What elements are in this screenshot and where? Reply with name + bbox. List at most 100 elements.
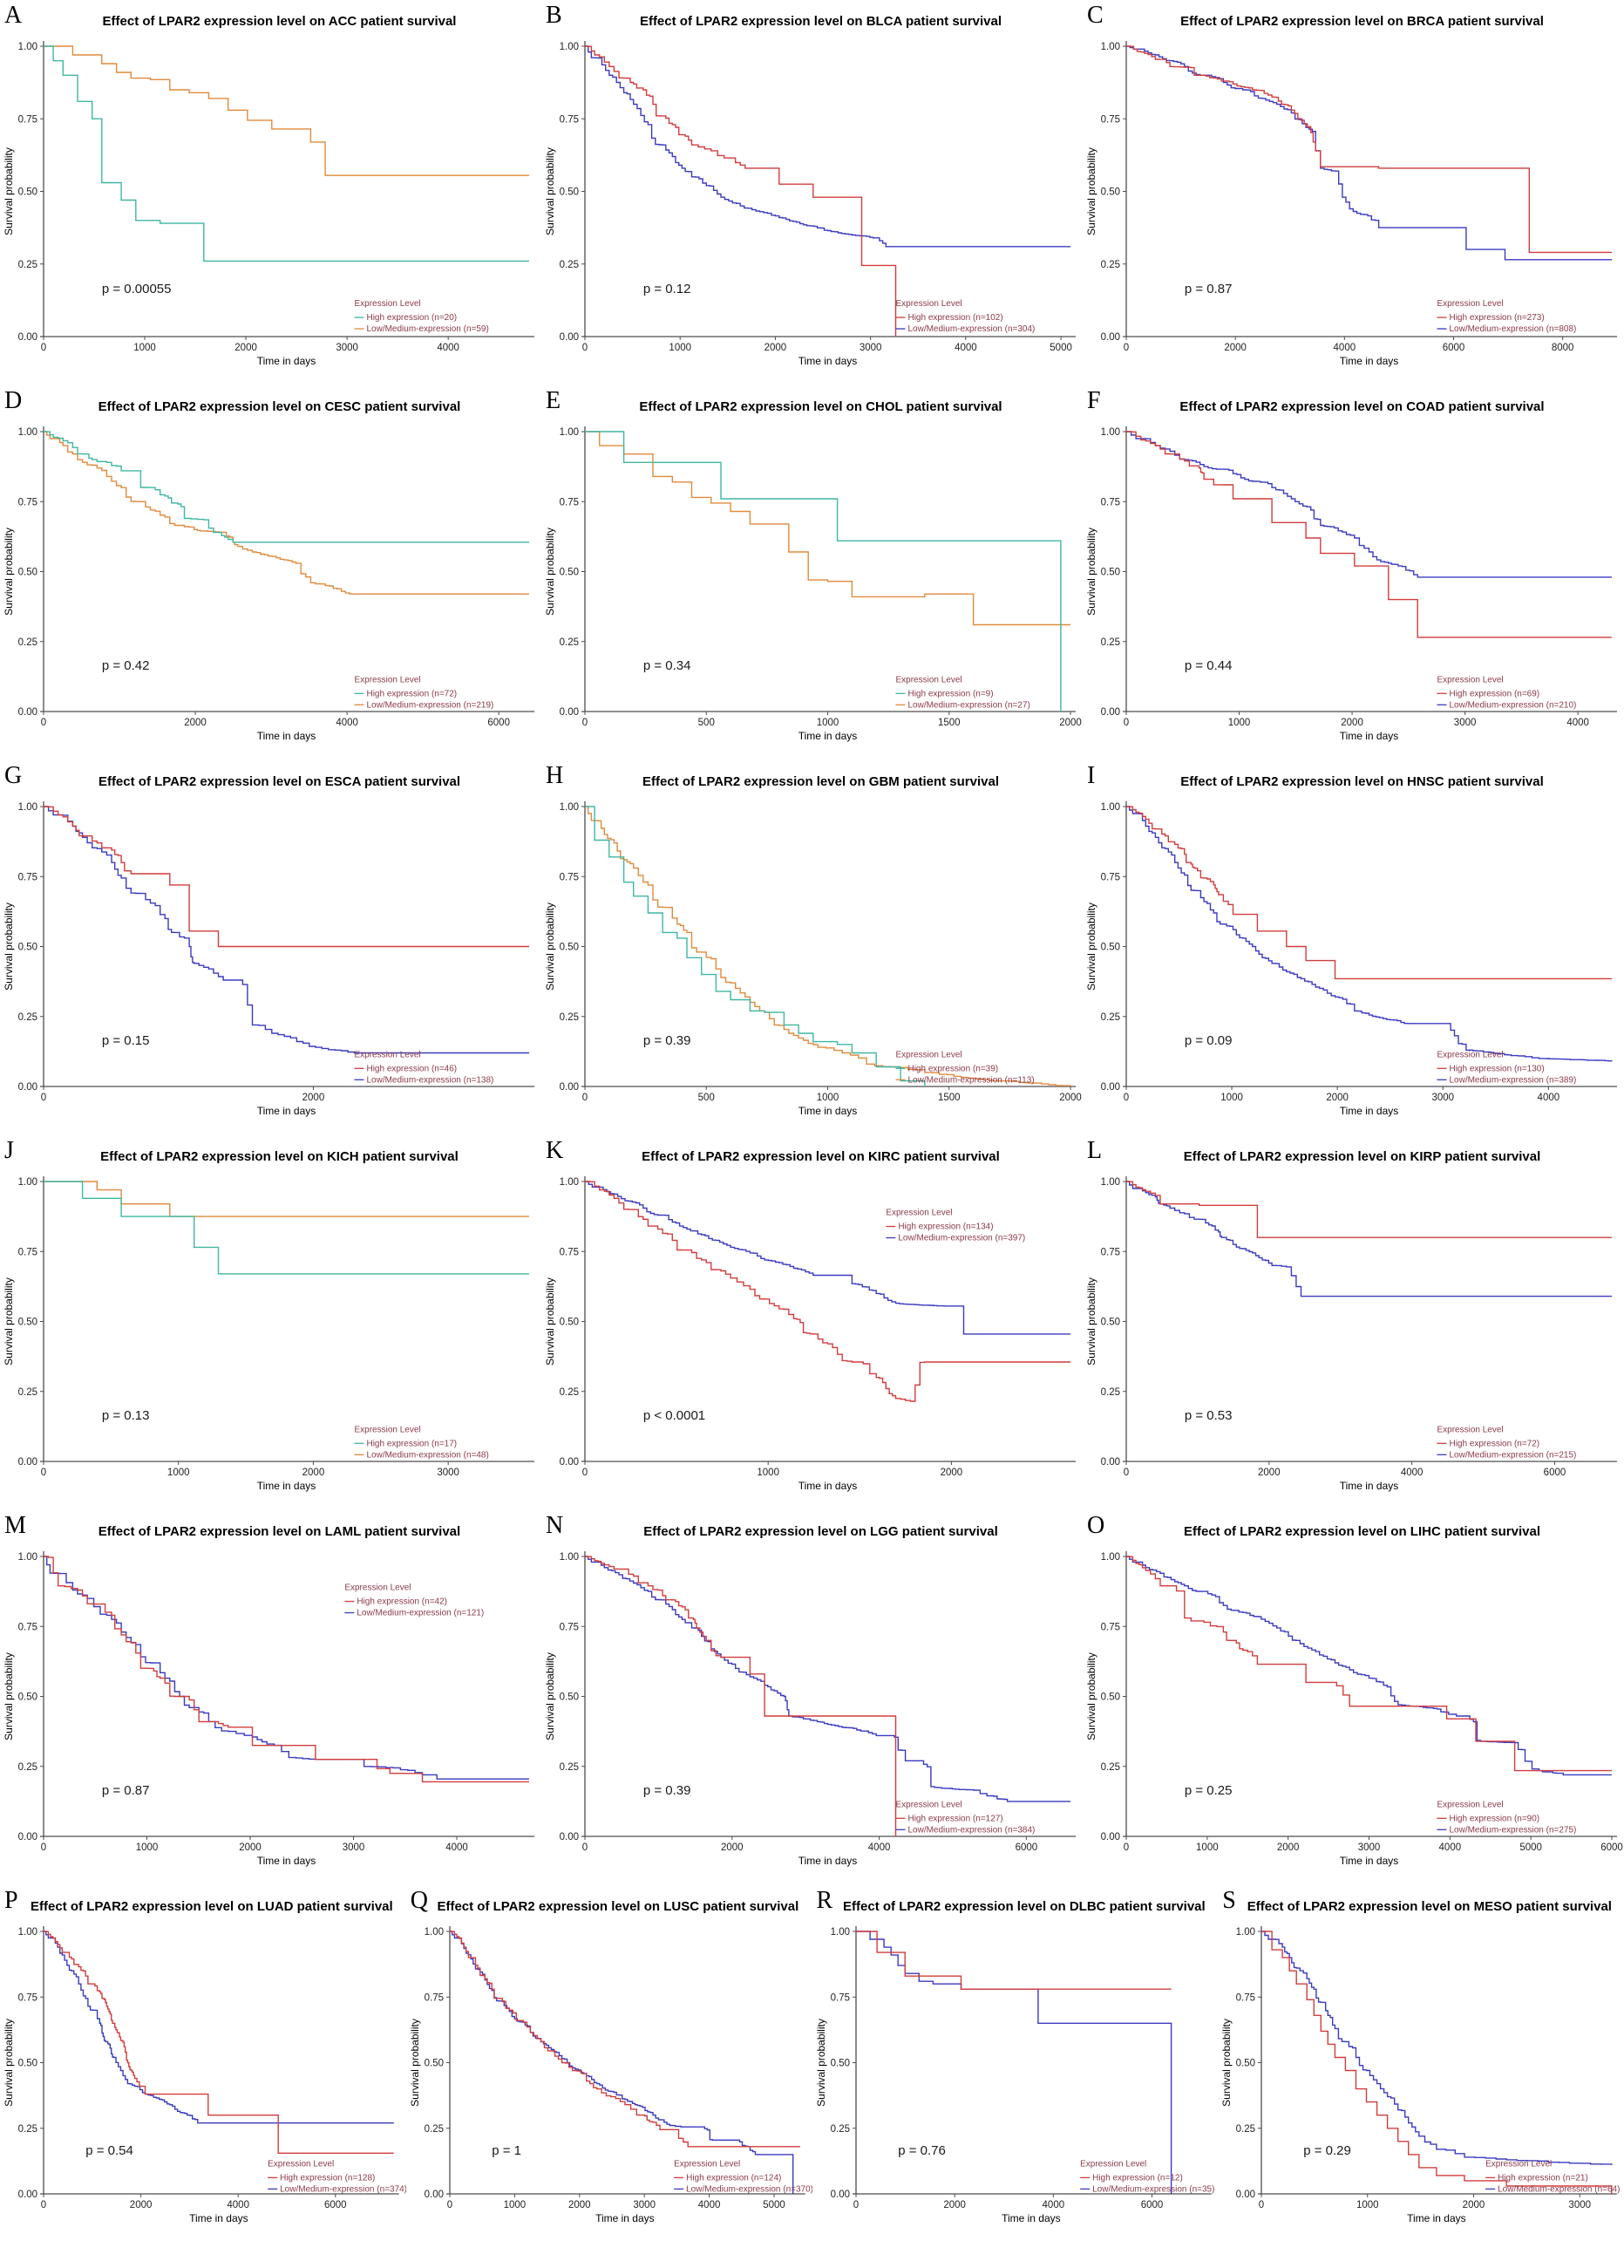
svg-text:Expression Level: Expression Level — [895, 299, 961, 309]
svg-text:Low/Medium-expression (n=275): Low/Medium-expression (n=275) — [1449, 1825, 1576, 1835]
svg-text:1.00: 1.00 — [560, 1552, 579, 1563]
svg-text:Survival probability: Survival probability — [1085, 147, 1097, 235]
svg-text:Survival probability: Survival probability — [544, 902, 556, 991]
svg-text:1000: 1000 — [817, 718, 839, 728]
svg-text:Low/Medium-expression (n=113): Low/Medium-expression (n=113) — [907, 1075, 1034, 1085]
svg-text:2000: 2000 — [1059, 1093, 1082, 1103]
svg-text:0: 0 — [447, 2200, 452, 2210]
svg-text:4000: 4000 — [1042, 2200, 1064, 2210]
svg-text:0.00: 0.00 — [560, 1832, 579, 1842]
svg-text:High expression (n=69): High expression (n=69) — [1449, 689, 1539, 698]
svg-text:p = 1: p = 1 — [492, 2143, 521, 2158]
svg-text:Time in days: Time in days — [798, 1480, 858, 1492]
svg-text:p = 0.42: p = 0.42 — [102, 658, 150, 673]
svg-text:4000: 4000 — [445, 1842, 468, 1853]
svg-text:3000: 3000 — [437, 1468, 459, 1478]
svg-text:4000: 4000 — [1334, 343, 1356, 353]
svg-text:0: 0 — [41, 343, 46, 353]
svg-text:6000: 6000 — [1016, 1842, 1038, 1853]
svg-text:6000: 6000 — [1544, 1468, 1566, 1478]
svg-text:0.00: 0.00 — [830, 2190, 849, 2200]
svg-text:0.50: 0.50 — [18, 568, 37, 578]
svg-text:0: 0 — [582, 1468, 588, 1478]
svg-text:Time in days: Time in days — [257, 1855, 316, 1867]
svg-text:0.25: 0.25 — [18, 1762, 37, 1773]
svg-text:0.00: 0.00 — [1236, 2190, 1255, 2200]
svg-text:5000: 5000 — [763, 2200, 785, 2210]
svg-text:High expression (n=134): High expression (n=134) — [898, 1223, 993, 1232]
svg-text:0: 0 — [1124, 343, 1129, 353]
svg-text:High expression (n=9): High expression (n=9) — [907, 689, 993, 698]
svg-text:0.25: 0.25 — [1101, 1387, 1120, 1398]
svg-text:p = 0.29: p = 0.29 — [1303, 2143, 1351, 2158]
svg-text:0.50: 0.50 — [1101, 568, 1120, 578]
svg-text:High expression (n=130): High expression (n=130) — [1449, 1064, 1544, 1073]
svg-text:Time in days: Time in days — [1340, 1105, 1399, 1117]
svg-text:2000: 2000 — [302, 1468, 325, 1478]
svg-text:High expression (n=124): High expression (n=124) — [686, 2173, 781, 2183]
svg-text:High expression (n=102): High expression (n=102) — [907, 313, 1002, 323]
svg-text:p = 0.15: p = 0.15 — [102, 1033, 150, 1048]
svg-text:0.25: 0.25 — [18, 260, 37, 270]
svg-text:0.75: 0.75 — [560, 1622, 579, 1632]
svg-text:1000: 1000 — [503, 2200, 526, 2210]
svg-text:0.50: 0.50 — [560, 1318, 579, 1328]
svg-text:0.00: 0.00 — [1101, 707, 1120, 718]
svg-text:0.00: 0.00 — [1101, 332, 1120, 343]
svg-text:Time in days: Time in days — [798, 1855, 858, 1867]
svg-text:1.00: 1.00 — [18, 1177, 37, 1188]
svg-text:Survival probability: Survival probability — [3, 1652, 15, 1740]
svg-text:4000: 4000 — [1566, 718, 1589, 728]
svg-text:0: 0 — [853, 2200, 858, 2210]
svg-text:0.25: 0.25 — [1101, 1762, 1120, 1773]
svg-text:Expression Level: Expression Level — [674, 2159, 740, 2169]
svg-text:3000: 3000 — [1454, 718, 1477, 728]
svg-text:High expression (n=90): High expression (n=90) — [1449, 1814, 1539, 1823]
svg-text:Effect of LPAR2 expression lev: Effect of LPAR2 expression level on LIHC… — [1184, 1524, 1540, 1539]
svg-text:0.25: 0.25 — [18, 1387, 37, 1398]
svg-text:Time in days: Time in days — [257, 1480, 316, 1492]
svg-text:Time in days: Time in days — [798, 730, 858, 742]
svg-text:3000: 3000 — [1569, 2200, 1592, 2210]
svg-text:0.75: 0.75 — [18, 1622, 37, 1632]
svg-text:0.50: 0.50 — [18, 1692, 37, 1703]
svg-text:1.00: 1.00 — [1101, 427, 1120, 438]
svg-text:Survival probability: Survival probability — [1220, 2019, 1233, 2107]
svg-text:0.50: 0.50 — [560, 187, 579, 198]
svg-text:Effect of LPAR2 expression lev: Effect of LPAR2 expression level on CHOL… — [639, 399, 1002, 414]
svg-text:1.00: 1.00 — [18, 802, 37, 813]
svg-text:High expression (n=273): High expression (n=273) — [1449, 313, 1544, 323]
svg-text:2000: 2000 — [764, 343, 787, 353]
svg-text:0.00: 0.00 — [18, 1082, 37, 1093]
svg-text:0.50: 0.50 — [560, 943, 579, 953]
svg-text:Time in days: Time in days — [1340, 1480, 1399, 1492]
svg-text:High expression (n=72): High expression (n=72) — [366, 689, 457, 698]
svg-text:0.25: 0.25 — [424, 2124, 443, 2135]
svg-text:p = 0.44: p = 0.44 — [1185, 658, 1233, 673]
svg-text:Low/Medium-expression (n=138): Low/Medium-expression (n=138) — [366, 1075, 493, 1085]
svg-text:3000: 3000 — [336, 343, 358, 353]
svg-text:Time in days: Time in days — [257, 355, 316, 367]
svg-text:0: 0 — [1259, 2200, 1264, 2210]
svg-text:Low/Medium-expression (n=35): Low/Medium-expression (n=35) — [1092, 2184, 1214, 2194]
svg-text:2000: 2000 — [1258, 1468, 1281, 1478]
svg-text:0.75: 0.75 — [1101, 497, 1120, 507]
svg-text:Low/Medium-expression (n=389): Low/Medium-expression (n=389) — [1449, 1075, 1576, 1085]
svg-text:1000: 1000 — [817, 1093, 839, 1103]
svg-text:1.00: 1.00 — [1101, 42, 1120, 52]
svg-text:1000: 1000 — [136, 1842, 159, 1853]
svg-text:1.00: 1.00 — [18, 1552, 37, 1563]
svg-text:2000: 2000 — [1059, 718, 1082, 728]
svg-text:High expression (n=72): High expression (n=72) — [1449, 1439, 1539, 1448]
svg-text:High expression (n=17): High expression (n=17) — [366, 1439, 457, 1448]
svg-text:1.00: 1.00 — [560, 802, 579, 813]
svg-text:High expression (n=127): High expression (n=127) — [907, 1814, 1002, 1823]
svg-text:0.00: 0.00 — [18, 332, 37, 343]
svg-text:0.00: 0.00 — [1101, 1457, 1120, 1468]
svg-text:6000: 6000 — [1600, 1842, 1623, 1853]
svg-text:Time in days: Time in days — [1002, 2212, 1061, 2224]
svg-text:High expression (n=21): High expression (n=21) — [1498, 2173, 1588, 2183]
svg-text:1000: 1000 — [1196, 1842, 1219, 1853]
svg-text:Expression Level: Expression Level — [1437, 1425, 1503, 1434]
svg-text:Time in days: Time in days — [1340, 730, 1399, 742]
